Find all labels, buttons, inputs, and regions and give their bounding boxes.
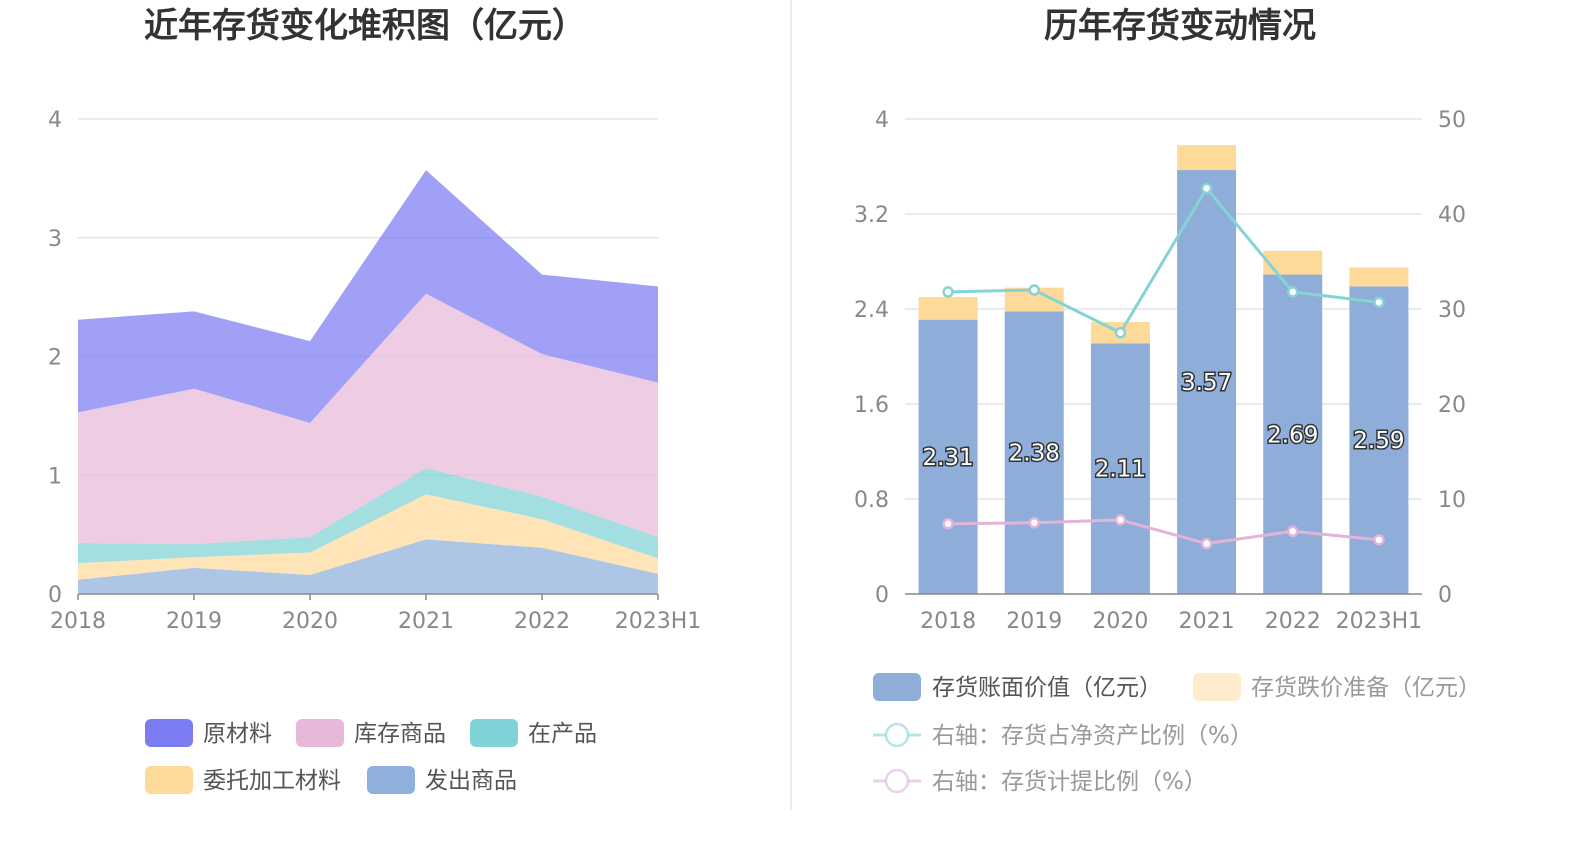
- bar-impairment: [1004, 287, 1064, 312]
- y2-tick-label: 50: [1438, 108, 1466, 133]
- legend-label: 存货账面价值（亿元）: [932, 675, 1162, 701]
- legend-marker: [884, 768, 910, 794]
- bar-data-label: 2.38: [1009, 441, 1060, 467]
- line-point: [1373, 534, 1385, 546]
- legend-swatch: [470, 719, 518, 747]
- y-tick-label: 3: [48, 227, 62, 252]
- legend-swatch: [296, 719, 344, 747]
- legend-swatch: [873, 673, 921, 701]
- line-point: [942, 517, 954, 530]
- legend-label: 发出商品: [425, 768, 517, 794]
- y-tick-label: 0: [875, 583, 889, 608]
- bar-data-label: 2.69: [1267, 422, 1318, 448]
- legend-label: 原材料: [203, 721, 272, 747]
- legend-swatch: [145, 719, 193, 747]
- bar-data-label: 3.57: [1181, 370, 1232, 396]
- x-tick-label: 2019: [1006, 609, 1062, 634]
- x-tick-label: 2019: [166, 609, 222, 634]
- y2-tick-label: 0: [1438, 583, 1452, 608]
- y-tick-label: 4: [875, 108, 889, 133]
- y2-tick-label: 40: [1438, 203, 1466, 228]
- line-series-右轴：存货占净资产比例（%）: [948, 185, 1380, 335]
- line-point: [1200, 182, 1213, 195]
- legend-swatch: [145, 766, 193, 794]
- bar-impairment: [1263, 250, 1323, 275]
- x-tick-label: 2021: [398, 609, 454, 634]
- y2-tick-label: 30: [1438, 298, 1466, 323]
- legend-label: 存货跌价准备（亿元）: [1251, 675, 1481, 701]
- bar-line-chart: 历年存货变动情况 2.31 2.38 2.11 3.57 2.69 2.59 0 0.8 1.…: [854, 6, 1481, 795]
- area-series-库存商品: [78, 293, 658, 545]
- y-tick-label: 0.8: [854, 488, 889, 513]
- area-series-发出商品: [78, 539, 658, 594]
- bar-data-label: 2.59: [1353, 428, 1404, 454]
- bar-book-value: [1263, 274, 1323, 594]
- x-tick-label: 2020: [1092, 609, 1148, 634]
- bar-impairment: [1349, 267, 1409, 287]
- line-point: [1028, 284, 1040, 296]
- y2-tick-label: 20: [1438, 393, 1466, 418]
- area-series-在产品: [78, 468, 658, 564]
- bar-book-value: [1004, 311, 1064, 594]
- stacked-area-chart: 近年存货变化堆积图（亿元） 0 1 2 3 4 2018 2019 2020 2021 2022…: [48, 6, 701, 794]
- legend-label: 右轴：存货计提比例（%）: [932, 769, 1207, 795]
- chart-title: 历年存货变动情况: [1044, 6, 1316, 46]
- legend-marker: [884, 722, 910, 748]
- line-point: [1028, 517, 1040, 529]
- line-point: [1373, 296, 1385, 309]
- chart-title: 近年存货变化堆积图（亿元）: [144, 6, 586, 46]
- y-tick-label: 1.6: [854, 393, 889, 418]
- line-point: [1287, 286, 1299, 298]
- legend-label: 委托加工材料: [203, 768, 341, 794]
- line-point: [1200, 537, 1213, 550]
- legend-swatch: [1193, 673, 1241, 701]
- x-tick-label: 2023H1: [615, 609, 702, 634]
- x-tick-label: 2021: [1179, 609, 1235, 634]
- legend-swatch: [367, 766, 415, 794]
- x-tick-label: 2022: [1265, 609, 1321, 634]
- bar-book-value: [1090, 343, 1150, 594]
- y-tick-label: 3.2: [854, 203, 889, 228]
- x-tick-label: 2023H1: [1336, 609, 1423, 634]
- x-tick-label: 2018: [920, 609, 976, 634]
- y-tick-label: 2: [48, 346, 62, 371]
- y-tick-label: 0: [48, 583, 62, 608]
- line-series-右轴：存货计提比例（%）: [948, 518, 1380, 546]
- line-point: [1114, 514, 1127, 526]
- legend-label: 库存商品: [354, 721, 446, 747]
- bar-data-label: 2.11: [1095, 457, 1146, 483]
- bar-impairment: [1177, 145, 1237, 171]
- bar-impairment: [918, 297, 978, 320]
- y-tick-label: 1: [48, 464, 62, 489]
- line-point: [1287, 525, 1299, 538]
- legend-label: 右轴：存货占净资产比例（%）: [932, 723, 1253, 749]
- area-series-原材料: [78, 170, 658, 423]
- bar-book-value: [1177, 170, 1237, 594]
- area-series-委托加工材料: [78, 494, 658, 580]
- x-tick-label: 2022: [514, 609, 570, 634]
- y-tick-label: 4: [48, 108, 62, 133]
- y-tick-label: 2.4: [854, 298, 889, 323]
- x-tick-label: 2020: [282, 609, 338, 634]
- bar-data-label: 2.31: [922, 445, 973, 471]
- line-point: [1114, 327, 1127, 339]
- legend-label: 在产品: [528, 721, 597, 747]
- y2-tick-label: 10: [1438, 488, 1466, 513]
- x-tick-label: 2018: [50, 609, 106, 634]
- line-point: [942, 286, 954, 298]
- bar-book-value: [918, 319, 978, 594]
